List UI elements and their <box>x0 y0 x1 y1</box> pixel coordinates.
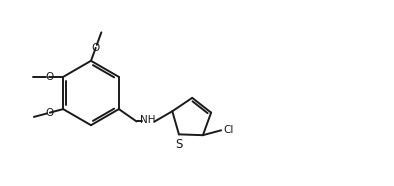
Text: O: O <box>45 72 54 82</box>
Text: Cl: Cl <box>223 125 234 135</box>
Text: O: O <box>91 43 100 53</box>
Text: O: O <box>46 108 54 118</box>
Text: S: S <box>175 138 182 151</box>
Text: NH: NH <box>140 115 155 125</box>
